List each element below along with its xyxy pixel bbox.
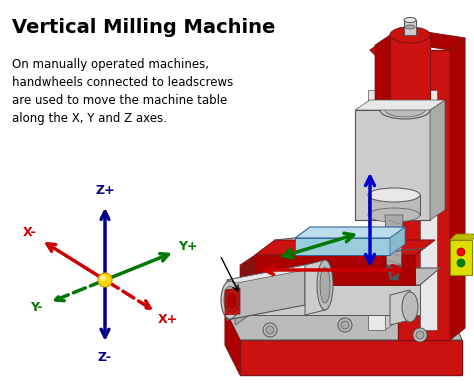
Ellipse shape (385, 103, 425, 117)
Polygon shape (250, 268, 440, 285)
Text: Y-: Y- (30, 301, 43, 314)
Polygon shape (385, 28, 400, 330)
Polygon shape (385, 215, 403, 270)
Polygon shape (295, 227, 405, 238)
Polygon shape (390, 227, 405, 255)
Ellipse shape (390, 27, 430, 43)
Circle shape (263, 323, 277, 337)
Circle shape (416, 331, 424, 339)
Circle shape (100, 275, 106, 281)
Polygon shape (450, 234, 474, 240)
Polygon shape (404, 20, 416, 35)
Polygon shape (225, 288, 240, 315)
Polygon shape (355, 110, 430, 220)
Polygon shape (225, 310, 240, 375)
Circle shape (413, 328, 427, 342)
Polygon shape (227, 265, 315, 283)
Polygon shape (305, 260, 325, 315)
Polygon shape (385, 28, 465, 50)
Ellipse shape (227, 293, 237, 309)
Ellipse shape (380, 101, 430, 119)
Polygon shape (450, 240, 472, 275)
Circle shape (98, 273, 112, 287)
Ellipse shape (317, 260, 333, 310)
Ellipse shape (368, 208, 420, 222)
Text: X+: X+ (158, 313, 178, 326)
Polygon shape (227, 265, 305, 320)
Polygon shape (398, 50, 450, 340)
Polygon shape (255, 255, 415, 285)
Polygon shape (420, 90, 437, 330)
Text: Z-: Z- (98, 351, 112, 364)
Text: On manually operated machines,
handwheels connected to leadscrews
are used to mo: On manually operated machines, handwheel… (12, 58, 233, 125)
Polygon shape (375, 35, 390, 120)
Ellipse shape (225, 290, 239, 312)
Polygon shape (255, 240, 435, 255)
Polygon shape (250, 285, 420, 315)
Text: Y+: Y+ (178, 240, 197, 253)
Circle shape (341, 321, 349, 329)
Ellipse shape (221, 281, 239, 319)
Polygon shape (390, 35, 430, 110)
Polygon shape (430, 100, 445, 220)
Polygon shape (390, 290, 410, 325)
Ellipse shape (404, 18, 416, 23)
Text: Z+: Z+ (95, 185, 115, 197)
Ellipse shape (405, 25, 415, 29)
Ellipse shape (320, 267, 330, 303)
Polygon shape (295, 238, 390, 255)
Circle shape (457, 259, 465, 267)
Polygon shape (368, 195, 420, 215)
Polygon shape (450, 38, 465, 340)
Polygon shape (235, 285, 250, 325)
Polygon shape (355, 100, 445, 110)
Polygon shape (240, 255, 255, 295)
Polygon shape (240, 340, 462, 375)
Ellipse shape (368, 188, 420, 202)
Circle shape (457, 248, 465, 256)
Polygon shape (368, 90, 385, 330)
Circle shape (266, 326, 274, 334)
Text: Vertical Milling Machine: Vertical Milling Machine (12, 18, 275, 37)
Text: X-: X- (23, 226, 36, 239)
Circle shape (338, 318, 352, 332)
Ellipse shape (390, 102, 430, 118)
Polygon shape (225, 310, 462, 340)
Polygon shape (370, 28, 415, 65)
Ellipse shape (224, 286, 236, 314)
Polygon shape (387, 265, 401, 280)
Ellipse shape (402, 292, 418, 322)
